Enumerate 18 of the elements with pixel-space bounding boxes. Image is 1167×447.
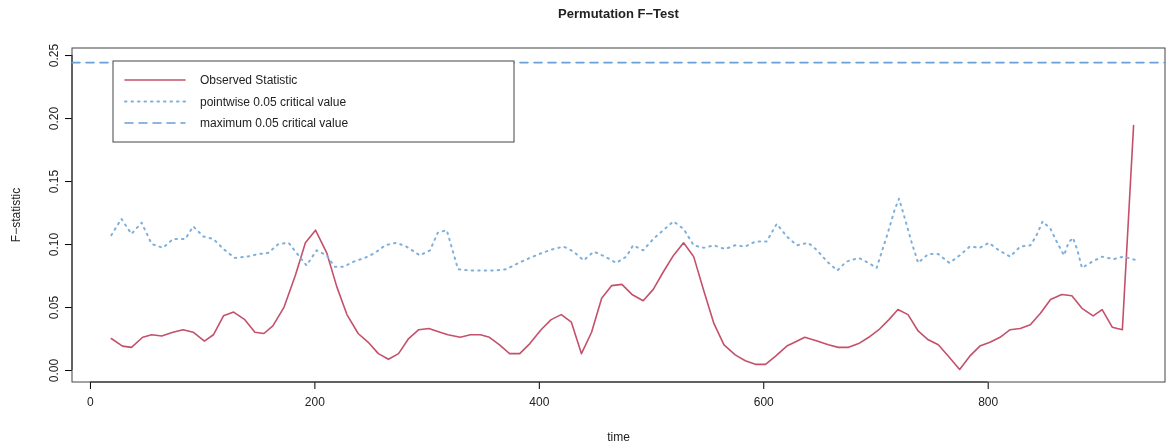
y-tick-label: 0.25 [46, 43, 61, 68]
x-tick-label: 200 [304, 394, 326, 409]
y-tick-label: 0.00 [46, 358, 61, 383]
chart-title: Permutation F−Test [558, 6, 680, 21]
line-series [110, 197, 1138, 272]
legend-label: pointwise 0.05 critical value [200, 94, 347, 109]
x-tick-label: 800 [978, 394, 999, 409]
y-tick-label: 0.05 [46, 295, 61, 320]
x-tick-label: 600 [753, 394, 775, 409]
x-tick-label: 0 [87, 394, 95, 409]
legend-label: Observed Statistic [200, 73, 298, 87]
legend-label: maximum 0.05 critical value [200, 116, 349, 130]
y-tick-label: 0.10 [46, 232, 61, 257]
y-tick-label: 0.20 [46, 106, 61, 131]
x-axis-title: time [607, 430, 631, 444]
y-tick-label: 0.15 [46, 169, 61, 194]
x-tick-label: 400 [529, 394, 550, 409]
y-axis-title: F−statistic [9, 187, 23, 243]
